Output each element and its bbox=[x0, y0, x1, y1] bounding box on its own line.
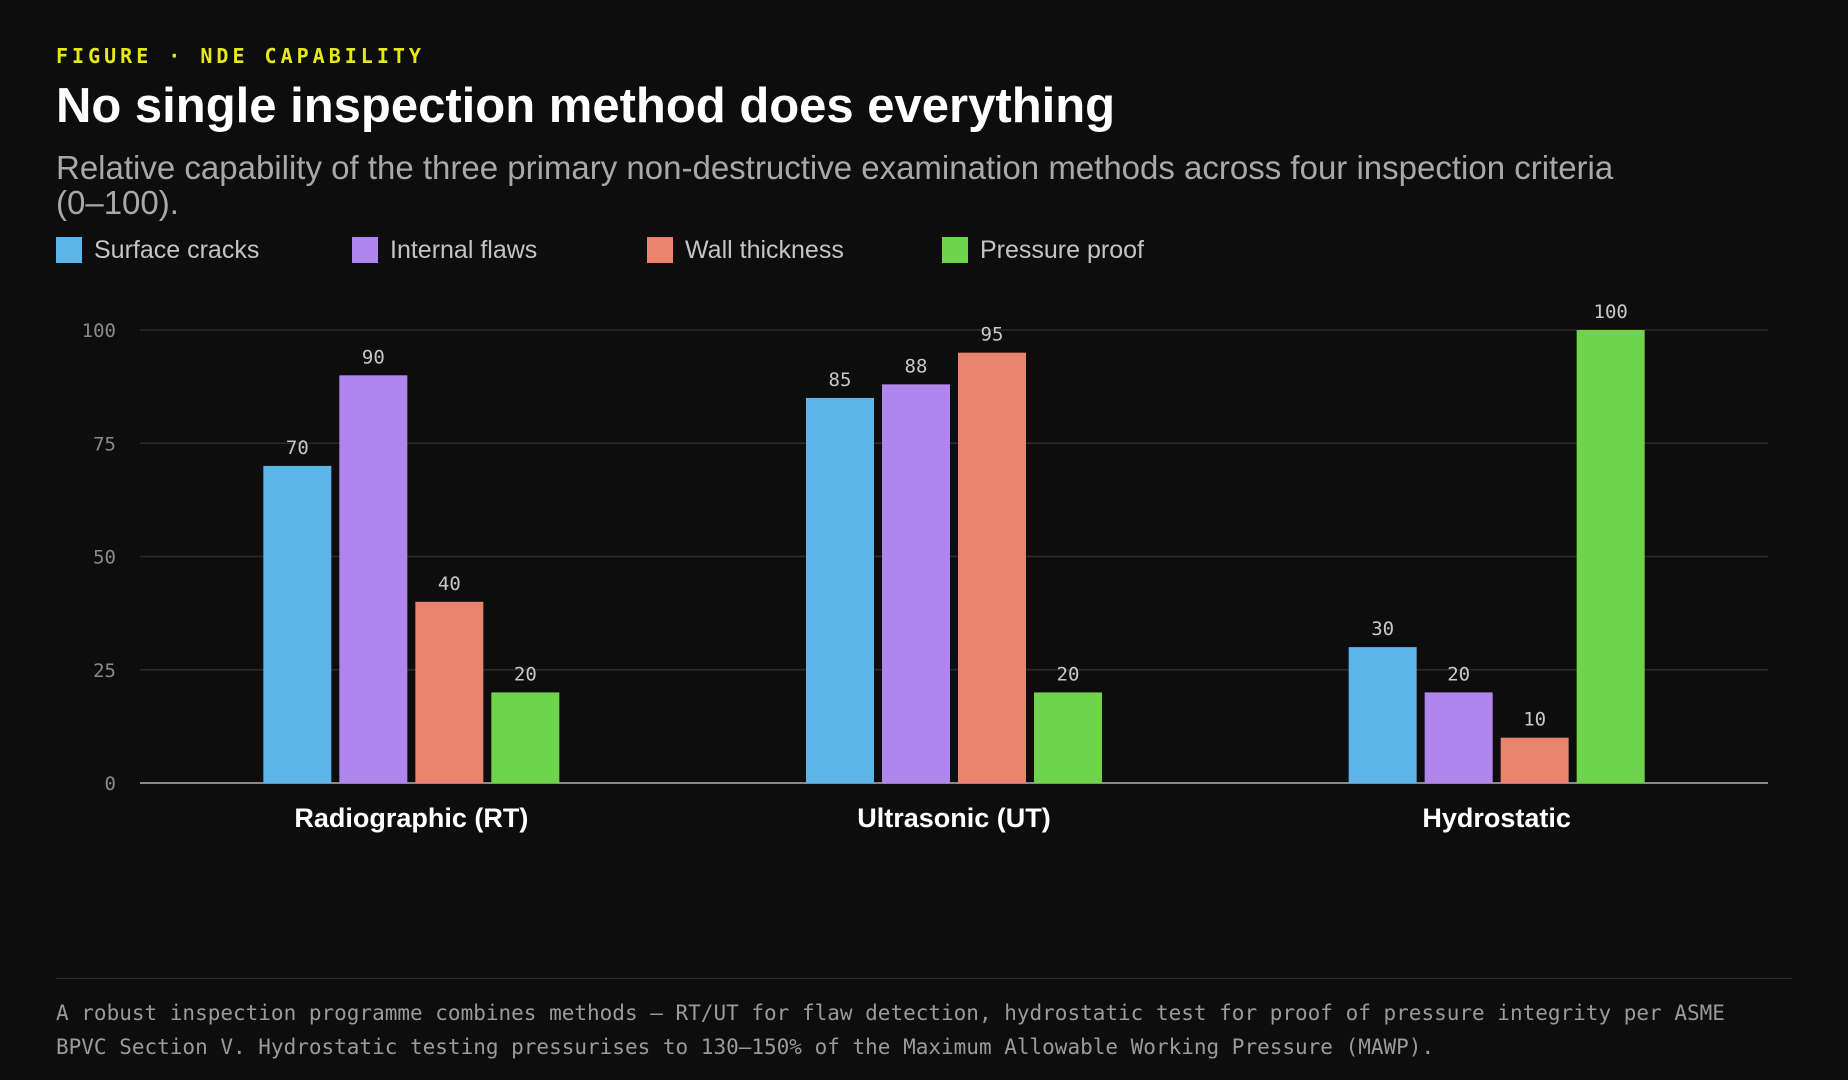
bar bbox=[263, 465, 332, 783]
bar bbox=[882, 384, 950, 783]
legend-label: Pressure proof bbox=[980, 236, 1144, 264]
bar bbox=[806, 397, 874, 783]
legend-swatch bbox=[647, 237, 673, 263]
bar bbox=[339, 375, 408, 783]
bar bbox=[1034, 692, 1102, 783]
y-tick-label: 25 bbox=[93, 660, 116, 682]
chart-subtitle: Relative capability of the three primary… bbox=[56, 149, 1614, 221]
y-tick-label: 100 bbox=[82, 320, 116, 342]
data-label: 88 bbox=[905, 355, 928, 377]
data-label: 95 bbox=[981, 324, 1004, 346]
y-tick-label: 0 bbox=[105, 773, 116, 795]
bar bbox=[415, 601, 484, 783]
footnote: A robust inspection programme combines m… bbox=[56, 996, 1848, 1064]
bar bbox=[491, 692, 560, 783]
data-label: 70 bbox=[286, 437, 309, 459]
legend-swatch bbox=[352, 237, 378, 263]
data-label: 30 bbox=[1371, 618, 1394, 640]
bar bbox=[1348, 647, 1417, 783]
legend-label: Wall thickness bbox=[685, 236, 844, 264]
bar bbox=[958, 352, 1026, 783]
data-label: 90 bbox=[362, 346, 385, 368]
bar-chart: 0 25 50 75 100 70 90 40 20 Radiographic (RT) 85 88 9… bbox=[82, 301, 1768, 833]
y-tick-label: 75 bbox=[93, 433, 116, 455]
y-tick-label: 50 bbox=[93, 547, 116, 569]
figure-eyebrow: FIGURE · NDE CAPABILITY bbox=[56, 44, 425, 68]
legend-label: Surface cracks bbox=[94, 236, 260, 264]
data-label: 10 bbox=[1523, 709, 1546, 731]
legend-swatch bbox=[56, 237, 82, 263]
footnote-line-2: BPVC Section V. Hydrostatic testing pres… bbox=[56, 1035, 1435, 1059]
legend-label: Internal flaws bbox=[390, 236, 538, 264]
x-tick-label: Hydrostatic bbox=[1422, 803, 1571, 833]
legend-swatch bbox=[942, 237, 968, 263]
bar bbox=[1576, 330, 1645, 783]
footnote-divider bbox=[56, 978, 1792, 979]
data-label: 20 bbox=[1447, 663, 1470, 685]
x-tick-label: Ultrasonic (UT) bbox=[857, 803, 1051, 833]
chart-title: No single inspection method does everyth… bbox=[56, 79, 1116, 133]
data-label: 85 bbox=[829, 369, 852, 391]
data-label: 20 bbox=[1057, 663, 1080, 685]
data-label: 20 bbox=[514, 663, 537, 685]
footnote-line-1: A robust inspection programme combines m… bbox=[56, 1001, 1725, 1025]
bar bbox=[1424, 692, 1493, 783]
bar bbox=[1500, 737, 1569, 783]
x-tick-label: Radiographic (RT) bbox=[294, 803, 528, 833]
data-label: 40 bbox=[438, 573, 461, 595]
data-label: 100 bbox=[1594, 301, 1628, 323]
